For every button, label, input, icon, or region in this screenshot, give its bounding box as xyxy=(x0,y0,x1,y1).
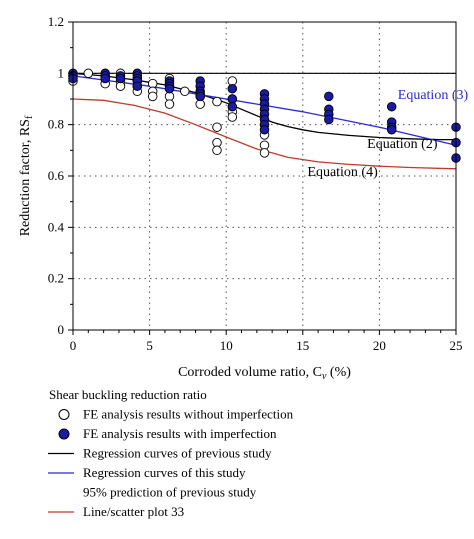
y-tick-label: 0 xyxy=(58,322,65,337)
x-axis-label-unit: (%) xyxy=(326,365,351,380)
point-without-imperfection xyxy=(212,145,222,156)
point-without-imperfection xyxy=(180,86,190,97)
grid-layer xyxy=(73,22,456,330)
y-axis-label: Reduction factor, RSf xyxy=(18,115,35,236)
y-tick-label: 0.6 xyxy=(48,168,65,183)
point-with-imperfection xyxy=(100,73,110,84)
y-tick-label: 0.4 xyxy=(48,219,65,234)
x-tick-label: 20 xyxy=(373,338,386,353)
x-tick-label: 25 xyxy=(450,338,463,353)
ticks-layer: 0 5 10 15 20 25 0 0.2 0.4 0.6 0.8 1 1.2 xyxy=(48,14,463,353)
legend-title: Shear buckling reduction ratio xyxy=(49,387,207,402)
point-with-imperfection xyxy=(386,101,397,112)
x-tick-label: 0 xyxy=(70,338,77,353)
legend-marker xyxy=(58,428,70,440)
point-with-imperfection xyxy=(195,91,205,102)
legend-marker xyxy=(58,409,70,420)
point-with-imperfection xyxy=(132,81,143,91)
point-without-imperfection xyxy=(227,112,238,122)
legend-entry-label: FE analysis results without imperfection xyxy=(83,407,294,422)
point-with-imperfection xyxy=(227,101,238,112)
y-tick-label: 1 xyxy=(58,65,65,80)
points-layer xyxy=(68,68,461,163)
legend-entry-label: Regression curves of previous study xyxy=(83,446,272,461)
equation-label: Equation (2) xyxy=(367,137,438,152)
x-tick-label: 5 xyxy=(146,338,153,353)
x-axis-label-main: Corroded volume ratio, C xyxy=(178,365,322,380)
legend-entry-label: FE analysis results with imperfection xyxy=(83,426,277,441)
point-with-imperfection xyxy=(164,83,175,94)
legend-entry-label: Line/scatter plot 33 xyxy=(83,504,184,519)
point-without-imperfection xyxy=(212,96,222,107)
equation-label: Equation (4) xyxy=(307,165,378,180)
annotations-layer: Equation (3) Equation (2) Equation (4) xyxy=(307,88,468,180)
point-with-imperfection xyxy=(115,73,126,84)
point-without-imperfection xyxy=(212,122,222,132)
x-axis-label: Corroded volume ratio, Cv (%) xyxy=(178,365,351,382)
y-axis-label-main: Reduction factor, RS xyxy=(18,119,33,236)
point-without-imperfection xyxy=(164,99,175,109)
point-with-imperfection xyxy=(324,91,334,102)
point-without-imperfection xyxy=(259,148,270,158)
y-tick-label: 0.8 xyxy=(48,117,64,132)
point-with-imperfection xyxy=(324,114,334,125)
point-with-imperfection xyxy=(227,83,238,94)
legend-entry-label: 95% prediction of previous study xyxy=(83,485,257,500)
x-tick-label: 15 xyxy=(296,338,309,353)
y-axis-label-sub: f xyxy=(24,115,35,119)
equation-label: Equation (3) xyxy=(398,88,469,103)
x-axis-label-sub: v xyxy=(322,371,327,382)
legend: Shear buckling reduction ratio FE analys… xyxy=(48,387,294,519)
point-without-imperfection xyxy=(83,68,94,79)
point-with-imperfection xyxy=(386,125,397,135)
point-with-imperfection xyxy=(259,125,270,135)
x-tick-label: 10 xyxy=(220,338,233,353)
legend-entry-label: Regression curves of this study xyxy=(83,465,246,480)
y-tick-label: 1.2 xyxy=(48,14,64,29)
y-tick-label: 0.2 xyxy=(48,271,64,286)
point-without-imperfection xyxy=(147,91,158,102)
